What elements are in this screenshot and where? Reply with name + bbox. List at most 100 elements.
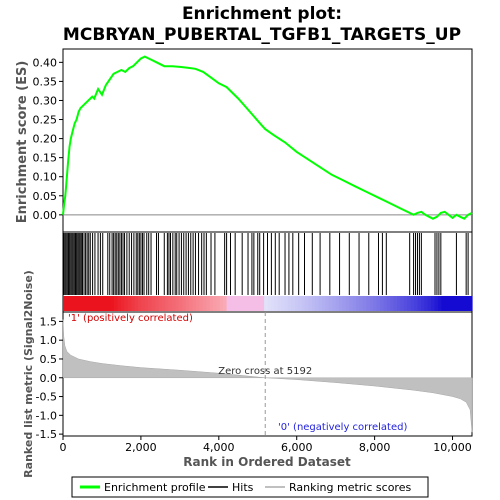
color-bar-segment (120, 296, 125, 311)
color-bar-segment (461, 296, 466, 311)
color-bar-segment (223, 296, 228, 311)
color-bar-segment (155, 296, 160, 311)
color-bar-segment (83, 296, 88, 311)
color-bar-segment (185, 296, 190, 311)
color-bar-segment (236, 296, 241, 311)
es-ytick-label: 0.40 (33, 56, 58, 69)
color-bar-segment (199, 296, 204, 311)
color-bar-segment (114, 296, 119, 311)
color-bar-segment (383, 296, 388, 311)
xtick-label: 0 (60, 441, 67, 454)
color-bar-segment (93, 296, 98, 311)
color-bar-segment (454, 296, 459, 311)
color-bar-segment (103, 296, 108, 311)
color-bar-segment (131, 296, 136, 311)
metric-ytick-label: -1.5 (36, 428, 57, 441)
color-bar-segment (270, 296, 275, 311)
color-bar-segment (420, 296, 425, 311)
color-bar-segment (397, 296, 402, 311)
color-bar-segment (80, 296, 85, 311)
color-bar-segment (301, 296, 306, 311)
color-bar-segment (400, 296, 405, 311)
color-bar-segment (390, 296, 395, 311)
color-bar-segment (175, 296, 180, 311)
color-bar-segment (345, 296, 350, 311)
color-bar-segment (134, 296, 139, 311)
color-bar-segment (178, 296, 183, 311)
ranking-color-bar (63, 296, 473, 311)
color-bar-segment (144, 296, 149, 311)
color-bar-segment (158, 296, 163, 311)
color-bar-segment (359, 296, 364, 311)
color-bar-segment (342, 296, 347, 311)
color-bar-segment (110, 296, 115, 311)
color-bar-segment (427, 296, 432, 311)
color-bar-segment (97, 296, 102, 311)
color-bar-segment (69, 296, 74, 311)
color-bar-segment (315, 296, 320, 311)
color-bar-segment (451, 296, 456, 311)
metric-y-ticks: -1.5 -1.0 -0.5 0.0 0.5 1.0 1.5 (36, 315, 63, 441)
color-bar-segment (206, 296, 211, 311)
es-ytick-label: 0.35 (33, 75, 58, 88)
metric-ylabel: Ranked list metric (Signal2Noise) (22, 270, 35, 478)
color-bar-segment (332, 296, 337, 311)
color-bar-segment (414, 296, 419, 311)
metric-ytick-label: 0.0 (40, 372, 58, 385)
color-bar-segment (352, 296, 357, 311)
legend-enrichment-label: Enrichment profile (104, 481, 206, 494)
x-axis-label: Rank in Ordered Dataset (183, 455, 351, 469)
color-bar-segment (298, 296, 303, 311)
color-bar-segment (250, 296, 255, 311)
color-bar-segment (322, 296, 327, 311)
ranking-metric-area (62, 319, 473, 433)
color-bar-segment (267, 296, 272, 311)
chart-title-line1: Enrichment plot: (182, 4, 342, 24)
es-y-ticks: 0.00 0.05 0.10 0.15 0.20 0.25 0.30 0.35 0.40 (33, 56, 63, 222)
color-bar-segment (281, 296, 286, 311)
color-bar-segment (434, 296, 439, 311)
metric-ytick-label: 0.5 (40, 353, 58, 366)
color-bar-segment (219, 296, 224, 311)
color-bar-segment (403, 296, 408, 311)
metric-ytick-label: -1.0 (36, 409, 57, 422)
color-bar-segment (424, 296, 429, 311)
color-bar-segment (165, 296, 170, 311)
color-bar-segment (124, 296, 129, 311)
color-bar-segment (172, 296, 177, 311)
es-ylabel: Enrichment score (ES) (15, 61, 30, 224)
color-bar-segment (202, 296, 207, 311)
color-bar-segment (325, 296, 330, 311)
color-bar-segment (339, 296, 344, 311)
color-bar-segment (407, 296, 412, 311)
color-bar-segment (117, 296, 122, 311)
es-ytick-label: 0.25 (33, 114, 58, 127)
color-bar-segment (441, 296, 446, 311)
metric-ytick-label: 1.5 (40, 315, 58, 328)
hits-group (63, 233, 469, 295)
color-bar-segment (284, 296, 289, 311)
color-bar-segment (318, 296, 323, 311)
color-bar-segment (311, 296, 316, 311)
color-bar-segment (107, 296, 112, 311)
color-bar-segment (151, 296, 156, 311)
es-ytick-label: 0.30 (33, 94, 58, 107)
legend-hits-label: Hits (232, 481, 254, 494)
xtick-label: 4,000 (203, 441, 235, 454)
color-bar-segment (240, 296, 245, 311)
xtick-label: 2,000 (125, 441, 157, 454)
color-bar-segment (349, 296, 354, 311)
enrichment-profile-line (62, 55, 473, 220)
color-bar-segment (260, 296, 265, 311)
color-bar-segment (444, 296, 449, 311)
color-bar-segment (76, 296, 81, 311)
color-bar-segment (362, 296, 367, 311)
color-bar-segment (247, 296, 252, 311)
color-bar-segment (90, 296, 95, 311)
color-bar-segment (148, 296, 153, 311)
legend-box (71, 476, 429, 498)
color-bar-segment (335, 296, 340, 311)
es-ytick-label: 0.00 (33, 209, 58, 222)
color-bar-segment (304, 296, 309, 311)
